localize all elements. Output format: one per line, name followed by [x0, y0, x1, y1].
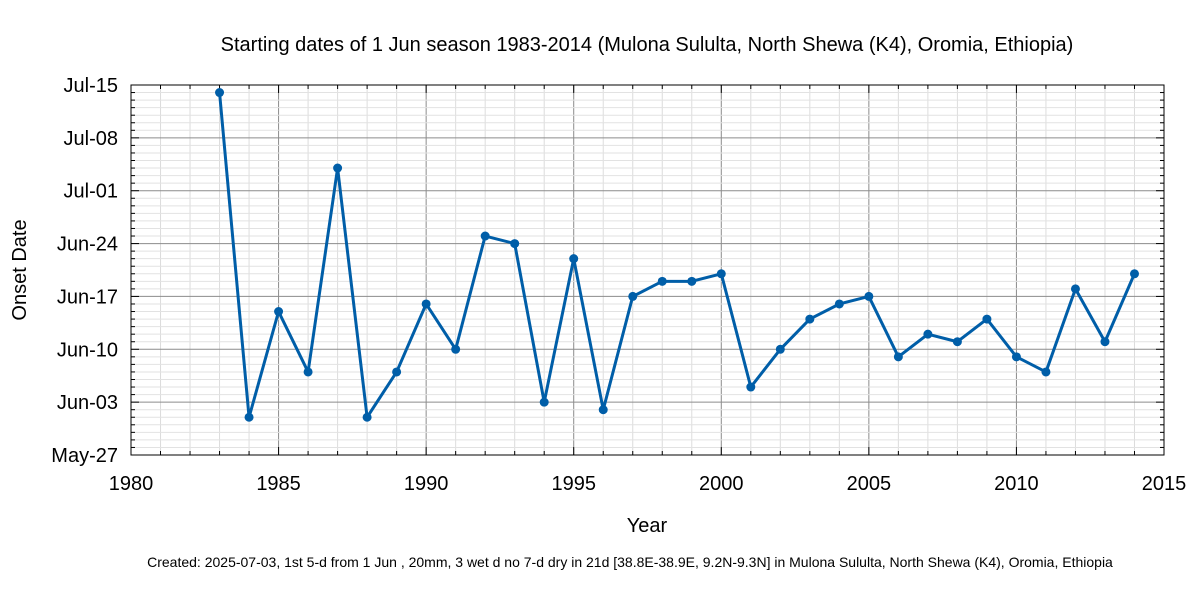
data-point [1041, 367, 1051, 377]
data-point [687, 276, 697, 286]
data-point [952, 337, 962, 347]
data-point [598, 405, 608, 415]
data-point [1129, 269, 1139, 279]
data-point [392, 367, 402, 377]
data-point [333, 163, 343, 173]
y-tick-label: Jun-10 [57, 339, 118, 361]
data-point [1070, 284, 1080, 294]
x-tick-label: 2005 [847, 473, 892, 495]
y-tick-label: Jul-08 [64, 128, 118, 150]
x-tick-label: 1985 [256, 473, 301, 495]
y-tick-label: Jul-01 [64, 181, 118, 203]
data-point [628, 291, 638, 301]
data-point [480, 231, 490, 241]
x-tick-label: 1995 [551, 473, 596, 495]
y-tick-labels: May-27 Jun-03 Jun-10 Jun-17 Jun-24 Jul-01 Jul-… [51, 75, 118, 467]
x-tick-label: 2010 [994, 473, 1039, 495]
x-tick-label: 2000 [699, 473, 744, 495]
plot-frame [130, 84, 1165, 456]
x-tick-label: 1980 [109, 473, 154, 495]
x-tick-label: 1990 [404, 473, 449, 495]
data-point [893, 352, 903, 362]
data-point [569, 254, 579, 264]
grid [131, 85, 1164, 455]
data-point [864, 291, 874, 301]
x-tick-labels: 1980 1985 1990 1995 2000 2005 2010 2015 [109, 473, 1187, 495]
data-point [303, 367, 313, 377]
data-point [775, 344, 785, 354]
y-tick-label: Jun-03 [57, 392, 118, 414]
chart-title: Starting dates of 1 Jun season 1983-2014… [221, 34, 1074, 56]
footer-note: Created: 2025-07-03, 1st 5-d from 1 Jun … [147, 554, 1113, 570]
y-tick-label: Jun-24 [57, 234, 118, 256]
data-point [982, 314, 992, 324]
data-point [451, 344, 461, 354]
axis-ticks [130, 84, 1165, 456]
data-point [746, 382, 756, 392]
y-tick-label: Jun-17 [57, 286, 118, 308]
data-point [834, 299, 844, 309]
data-point [805, 314, 815, 324]
y-axis-label: Onset Date [9, 219, 31, 320]
x-axis-label: Year [627, 515, 668, 537]
data-point [244, 412, 254, 422]
data-point [510, 239, 520, 249]
data-point [657, 276, 667, 286]
series-line [218, 92, 1136, 419]
data-point [1100, 337, 1110, 347]
y-tick-label: Jul-15 [64, 75, 118, 97]
data-point [362, 412, 372, 422]
x-tick-label: 2015 [1142, 473, 1187, 495]
data-point [1011, 352, 1021, 362]
series-group [215, 88, 1139, 422]
data-point [215, 88, 225, 98]
data-point [421, 299, 431, 309]
y-tick-label: May-27 [51, 445, 118, 467]
data-point [274, 307, 284, 317]
data-point [716, 269, 726, 279]
data-point [539, 397, 549, 407]
data-point [923, 329, 933, 339]
